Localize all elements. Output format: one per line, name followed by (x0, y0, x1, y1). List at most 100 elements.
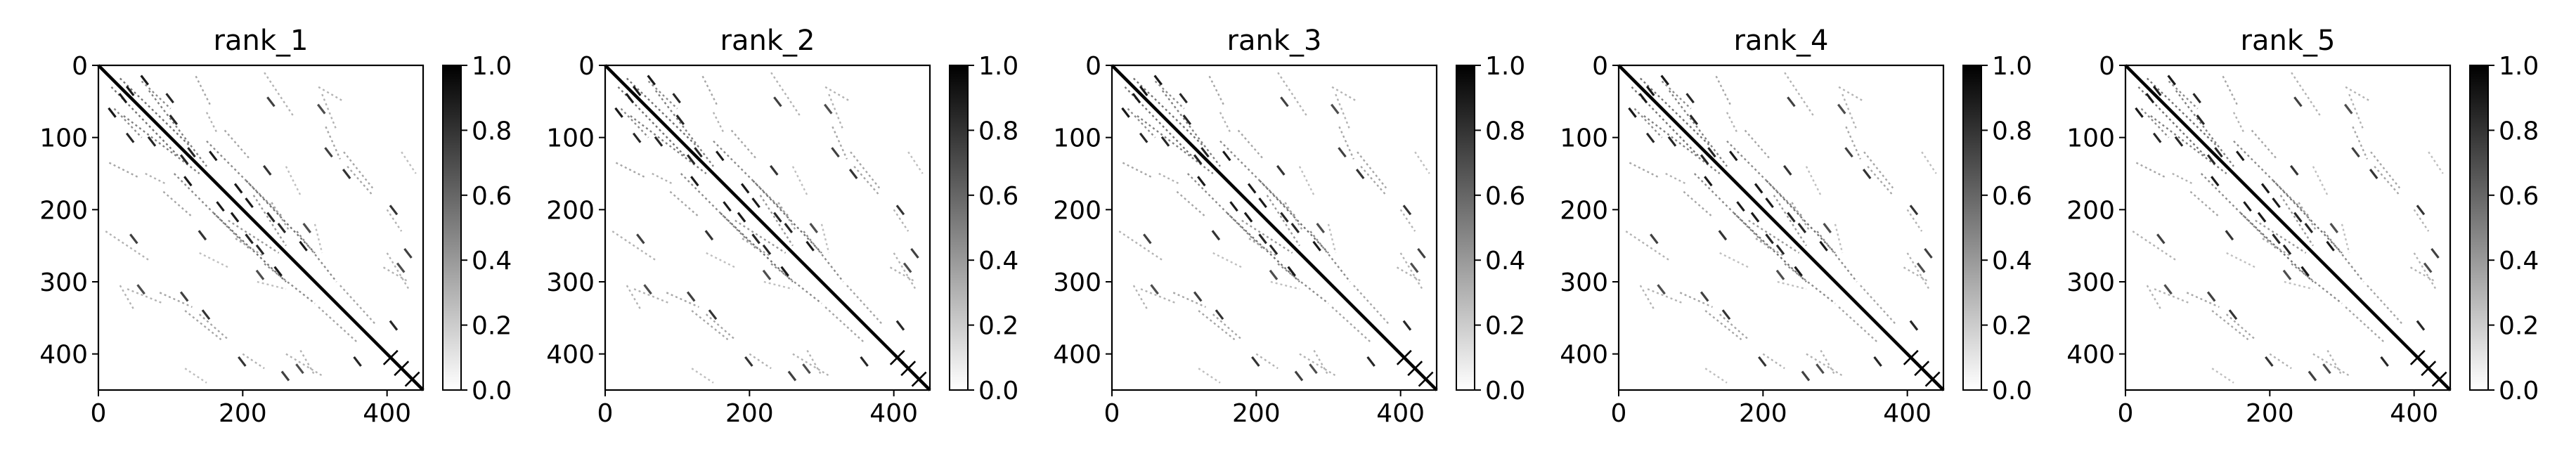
colorbar-tick-label: 0.2 (2499, 312, 2539, 341)
contact-mark-mirror (769, 164, 779, 176)
contact-segment-mirror (1719, 252, 1749, 268)
panel-title: rank_2 (720, 25, 815, 57)
colorbar-tick-label: 1.0 (978, 52, 1018, 81)
contact-mark (140, 74, 150, 86)
contact-mark (302, 223, 312, 233)
contact-mark-mirror (262, 164, 272, 176)
y-tick-label: 100 (546, 124, 595, 153)
contact-segment (1277, 72, 1308, 117)
contact-segment (1633, 108, 1663, 138)
contact-segment (680, 173, 758, 250)
contact-segment-mirror (285, 353, 323, 377)
contact-mark (183, 176, 193, 187)
contact-mark (2228, 309, 2238, 320)
contact-mark-mirror (316, 103, 326, 115)
contact-segment-mirror (127, 288, 164, 304)
contact-mark-mirror (848, 169, 858, 179)
contact-mark (860, 356, 869, 367)
contact-segment-mirror (1639, 77, 1710, 145)
colorbar-tick-label: 0.0 (978, 377, 1018, 405)
contact-segment (2291, 263, 2343, 304)
contact-mark (654, 136, 664, 147)
contact-mark (1193, 154, 1203, 165)
contact-segment (1186, 173, 1264, 250)
contact-segment (2232, 112, 2246, 135)
heatmap-panel-1: rank_10 200 40001002003004000.00.20.40.60.… (39, 25, 512, 428)
x-tick-label: 0 (1611, 399, 1627, 428)
x-tick-label: 200 (1232, 399, 1281, 428)
contact-mark (2329, 223, 2339, 233)
contact-segment-mirror (1806, 353, 1843, 377)
contact-mark-mirror (715, 150, 725, 162)
contact-mark (762, 244, 772, 255)
contact-mark (1700, 154, 1709, 165)
contact-mark (1258, 233, 1267, 245)
contact-mark (1787, 96, 1796, 108)
x-tick-label: 200 (1739, 399, 1787, 428)
colorbar-tick-label: 0.0 (2499, 377, 2539, 405)
colorbar-tick-label: 0.8 (1485, 117, 1525, 145)
contact-mark-mirror (1222, 150, 1231, 162)
contact-segment-mirror (1154, 80, 1185, 110)
contact-mark (1736, 201, 1745, 212)
contact-mark-mirror (255, 269, 265, 280)
contact-segment (1784, 263, 1836, 304)
contact-mark (2300, 266, 2310, 277)
contact-segment (1906, 252, 1930, 290)
contact-segment (734, 219, 787, 254)
contact-mark-mirror (1700, 291, 1709, 302)
contact-mark-mirror (895, 204, 905, 216)
contact-mark (1758, 356, 1767, 367)
colorbar-tick-label: 1.0 (1485, 52, 1525, 81)
colorbar-tick-label: 0.4 (978, 247, 1018, 275)
contact-segment-mirror (2226, 252, 2256, 268)
contact-mark (1160, 136, 1170, 147)
contact-segment-mirror (339, 285, 377, 326)
contact-mark (1251, 356, 1260, 367)
contact-mark (1179, 93, 1188, 104)
colorbar-tick-label: 0.8 (472, 117, 512, 145)
y-tick-label: 200 (1053, 196, 1101, 225)
contact-segment (1719, 313, 1749, 341)
contact-segment (824, 306, 866, 344)
contact-mark (831, 147, 840, 158)
contact-mark-mirror (632, 132, 642, 143)
contact-mark-mirror (1330, 103, 1340, 115)
contact-mark (773, 96, 782, 108)
contact-segment (2269, 353, 2292, 370)
contact-segment-mirror (1744, 129, 1771, 160)
contact-mark (1229, 201, 1238, 212)
contact-mark-mirror (1728, 150, 1738, 162)
contact-mark (643, 284, 652, 295)
contact-segment-mirror (1399, 209, 1416, 232)
contact-mark (273, 266, 283, 277)
contact-segment (1668, 90, 1728, 167)
contact-segment-mirror (1132, 77, 1203, 145)
contact-mark (1153, 74, 1163, 86)
contact-segment-mirror (691, 368, 714, 384)
contact-segment-mirror (296, 230, 337, 283)
contact-mark-mirror (1402, 204, 1412, 216)
y-tick-label: 0 (1592, 52, 1608, 81)
contact-segment-mirror (1777, 280, 1807, 290)
contact-segment (2200, 173, 2278, 250)
contact-mark-mirror (2152, 132, 2162, 143)
contact-mark (910, 247, 919, 259)
contact-segment (1715, 75, 1732, 106)
contact-mark-mirror (1819, 240, 1828, 252)
axes-frame (1111, 64, 1438, 391)
colorbar-tick-label: 0.2 (472, 312, 512, 341)
contact-segment-mirror (2233, 140, 2310, 218)
contact-mark (1417, 247, 1426, 259)
contact-mark-mirror (2322, 363, 2331, 375)
contact-mark-mirror (2304, 223, 2314, 233)
contact-mark (1704, 176, 1713, 187)
contact-mark (1638, 93, 1648, 104)
contact-segment (2222, 75, 2239, 106)
contact-segment (113, 108, 143, 138)
diagonal-line (2124, 64, 2452, 391)
contact-segment-mirror (652, 172, 675, 186)
colorbar-tick-label: 0.8 (978, 117, 1018, 145)
contact-segment-mirror (626, 77, 697, 145)
contact-mark-mirror (787, 370, 797, 382)
